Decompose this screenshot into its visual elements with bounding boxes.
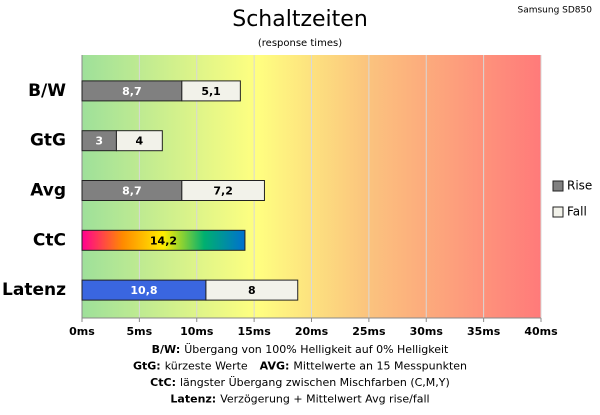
note-part: B/W:	[152, 343, 181, 356]
x-tick-label: 0ms	[69, 325, 95, 338]
note: B/W: Übergang von 100% Helligkeit auf 0% …	[152, 343, 449, 356]
bar	[181, 80, 241, 102]
y-tick-label: GtG	[30, 131, 66, 151]
data-label: 8	[248, 284, 256, 297]
x-tick-label: 35ms	[467, 325, 501, 338]
note: GtG: kürzeste Werte AVG: Mittelwerte an 15 …	[133, 360, 467, 373]
data-label: 3	[95, 135, 103, 148]
x-tick-label: 20ms	[295, 325, 329, 338]
chart-subtitle: (response times)	[258, 38, 342, 49]
bar	[115, 130, 163, 152]
note-part: Verzögerung + Mittelwert Avg rise/fall	[220, 393, 429, 406]
data-label: 8,7	[122, 185, 142, 198]
legend-label: Fall	[567, 205, 587, 219]
x-tick-label: 25ms	[352, 325, 386, 338]
note: Latenz: Verzögerung + Mittelwert Avg rise…	[170, 393, 429, 406]
y-tick-label: CtC	[33, 230, 66, 250]
bar	[205, 279, 299, 301]
chart-title: Schaltzeiten	[232, 7, 368, 32]
legend-label: Rise	[567, 179, 592, 193]
legend-swatch	[552, 180, 564, 192]
legend-swatch	[552, 206, 564, 218]
y-tick-label: Latenz	[2, 280, 66, 300]
corner-text: Samsung SD850	[518, 6, 593, 16]
x-tick-label: 15ms	[237, 325, 271, 338]
bar	[81, 229, 246, 251]
note-part: Übergang von 100% Helligkeit auf 0% Hell…	[184, 343, 449, 356]
data-label: 10,8	[130, 284, 157, 297]
note-part: CtC:	[150, 376, 176, 389]
note-part: AVG:	[260, 360, 290, 373]
x-tick-label: 40ms	[524, 325, 558, 338]
note-part: Latenz:	[170, 393, 216, 406]
bar	[181, 180, 265, 201]
data-label: 7,2	[213, 185, 233, 198]
note-part: GtG:	[133, 360, 161, 373]
note: CtC: längster Übergang zwischen Mischfarb…	[150, 376, 450, 389]
data-label: 14,2	[150, 234, 177, 247]
y-tick-label: Avg	[30, 181, 66, 201]
data-label: 4	[136, 135, 144, 148]
x-tick-label: 30ms	[410, 325, 444, 338]
note-part: längster Übergang zwischen Mischfarben (…	[180, 376, 450, 389]
note-part: kürzeste Werte	[165, 360, 248, 373]
y-tick-label: B/W	[28, 81, 66, 101]
x-tick-label: 5ms	[127, 325, 153, 338]
data-label: 5,1	[201, 85, 221, 98]
data-label: 8,7	[122, 85, 142, 98]
x-tick-label: 10ms	[180, 325, 214, 338]
note-part: Mittelwerte an 15 Messpunkten	[293, 360, 467, 373]
